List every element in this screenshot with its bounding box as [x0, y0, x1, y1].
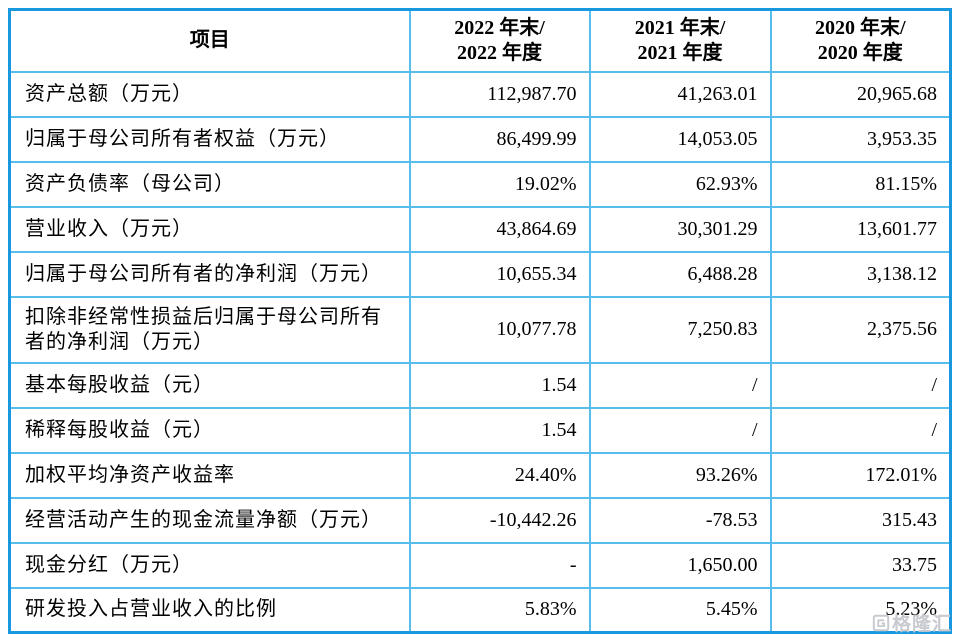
cell-value: 6,488.28: [588, 250, 772, 298]
row-parent-equity: 归属于母公司所有者权益（万元） 86,499.99 14,053.05 3,95…: [8, 115, 952, 163]
row-label: 资产负债率（母公司）: [8, 160, 411, 208]
cell-value: 41,263.01: [588, 70, 772, 118]
cell-value: 3,138.12: [769, 250, 952, 298]
row-label: 现金分红（万元）: [8, 541, 411, 589]
row-total-assets: 资产总额（万元） 112,987.70 41,263.01 20,965.68: [8, 70, 952, 118]
row-label: 基本每股收益（元）: [8, 361, 411, 409]
row-debt-ratio: 资产负债率（母公司） 19.02% 62.93% 81.15%: [8, 160, 952, 208]
row-label: 加权平均净资产收益率: [8, 451, 411, 499]
row-label: 归属于母公司所有者权益（万元）: [8, 115, 411, 163]
cell-value: 1.54: [408, 361, 591, 409]
row-label: 稀释每股收益（元）: [8, 406, 411, 454]
cell-value: /: [769, 406, 952, 454]
watermark-text: 格隆汇: [891, 614, 952, 635]
row-label: 资产总额（万元）: [8, 70, 411, 118]
cell-value: -: [408, 541, 591, 589]
row-label: 经营活动产生的现金流量净额（万元）: [8, 496, 411, 544]
gelonghui-logo-icon: [872, 614, 890, 632]
cell-value: -78.53: [588, 496, 772, 544]
financial-summary-table: 项目 2022 年末/ 2022 年度 2021 年末/ 2021 年度 202…: [8, 8, 952, 634]
cell-value: 2,375.56: [769, 295, 952, 364]
cell-value: 13,601.77: [769, 205, 952, 253]
cell-value: 5.83%: [408, 586, 591, 634]
cell-value: /: [588, 361, 772, 409]
row-diluted-eps: 稀释每股收益（元） 1.54 / /: [8, 406, 952, 454]
row-operating-cash-flow: 经营活动产生的现金流量净额（万元） -10,442.26 -78.53 315.…: [8, 496, 952, 544]
cell-value: 81.15%: [769, 160, 952, 208]
cell-value: 10,077.78: [408, 295, 591, 364]
cell-value: 315.43: [769, 496, 952, 544]
row-cash-dividend: 现金分红（万元） - 1,650.00 33.75: [8, 541, 952, 589]
cell-value: 112,987.70: [408, 70, 591, 118]
row-weighted-roe: 加权平均净资产收益率 24.40% 93.26% 172.01%: [8, 451, 952, 499]
cell-value: 7,250.83: [588, 295, 772, 364]
cell-value: 1.54: [408, 406, 591, 454]
cell-value: 62.93%: [588, 160, 772, 208]
row-label: 营业收入（万元）: [8, 205, 411, 253]
row-label: 归属于母公司所有者的净利润（万元）: [8, 250, 411, 298]
cell-value: 14,053.05: [588, 115, 772, 163]
header-cell-2020: 2020 年末/ 2020 年度: [769, 8, 952, 73]
cell-value: -10,442.26: [408, 496, 591, 544]
cell-value: /: [588, 406, 772, 454]
row-net-profit: 归属于母公司所有者的净利润（万元） 10,655.34 6,488.28 3,1…: [8, 250, 952, 298]
cell-value: 30,301.29: [588, 205, 772, 253]
cell-value: 19.02%: [408, 160, 591, 208]
row-revenue: 营业收入（万元） 43,864.69 30,301.29 13,601.77: [8, 205, 952, 253]
watermark: 格隆汇: [872, 609, 952, 636]
cell-value: 10,655.34: [408, 250, 591, 298]
cell-value: 5.23%: [769, 586, 952, 634]
row-net-profit-excl-nonrecurring: 扣除非经常性损益后归属于母公司所有者的净利润（万元） 10,077.78 7,2…: [8, 295, 952, 364]
row-label: 研发投入占营业收入的比例: [8, 586, 411, 634]
cell-value: 3,953.35: [769, 115, 952, 163]
header-cell-2022: 2022 年末/ 2022 年度: [408, 8, 591, 73]
cell-value: 1,650.00: [588, 541, 772, 589]
cell-value: 33.75: [769, 541, 952, 589]
row-label: 扣除非经常性损益后归属于母公司所有者的净利润（万元）: [8, 295, 411, 364]
header-cell-2021: 2021 年末/ 2021 年度: [588, 8, 772, 73]
header-cell-item: 项目: [8, 8, 411, 73]
cell-value: 86,499.99: [408, 115, 591, 163]
cell-value: 20,965.68: [769, 70, 952, 118]
row-rd-ratio: 研发投入占营业收入的比例 5.83% 5.45% 5.23%: [8, 586, 952, 634]
cell-value: 43,864.69: [408, 205, 591, 253]
cell-value: 24.40%: [408, 451, 591, 499]
cell-value: 93.26%: [588, 451, 772, 499]
row-basic-eps: 基本每股收益（元） 1.54 / /: [8, 361, 952, 409]
cell-value: 172.01%: [769, 451, 952, 499]
table-header-row: 项目 2022 年末/ 2022 年度 2021 年末/ 2021 年度 202…: [8, 8, 952, 73]
cell-value: /: [769, 361, 952, 409]
cell-value: 5.45%: [588, 586, 772, 634]
